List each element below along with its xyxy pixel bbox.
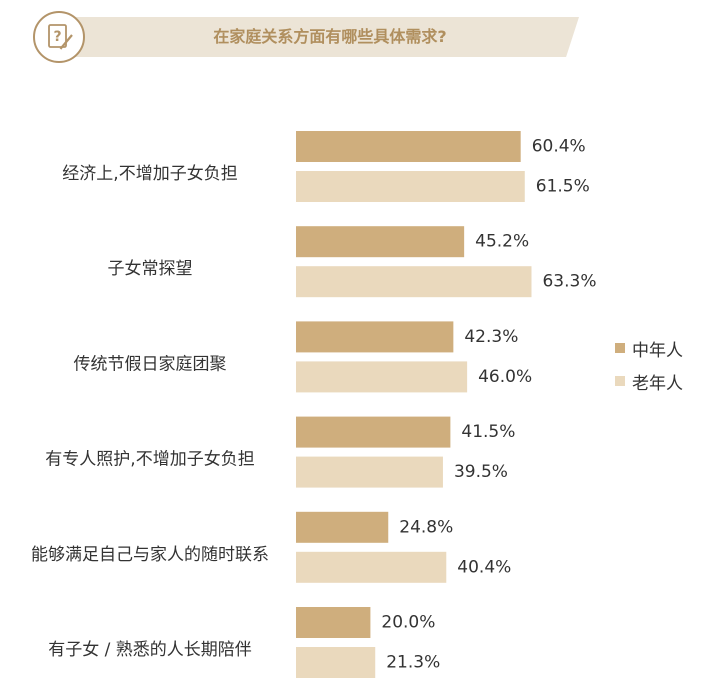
category-label: 能够满足自己与家人的随时联系	[31, 545, 269, 565]
data-label-middle-aged: 20.0%	[381, 613, 435, 633]
data-label-elderly: 63.3%	[542, 272, 596, 292]
data-label-middle-aged: 60.4%	[532, 137, 586, 157]
bar-middle-aged	[296, 416, 451, 448]
bar-middle-aged	[296, 321, 454, 353]
question-note-icon: ?	[33, 11, 85, 63]
bar-elderly	[296, 171, 525, 202]
chart-header: ? 在家庭关系方面有哪些具体需求?	[0, 0, 713, 80]
bar-middle-aged	[296, 511, 389, 543]
bar-middle-aged	[296, 226, 465, 258]
data-label-middle-aged: 42.3%	[464, 327, 518, 347]
data-label-middle-aged: 45.2%	[475, 232, 529, 252]
chart-title: 在家庭关系方面有哪些具体需求?	[213, 27, 447, 46]
legend-swatch-elderly	[615, 376, 625, 386]
header-band	[62, 17, 579, 57]
data-label-middle-aged: 24.8%	[399, 517, 453, 537]
svg-text:?: ?	[53, 29, 61, 45]
category-label: 传统节假日家庭团聚	[74, 354, 227, 374]
data-label-elderly: 39.5%	[454, 462, 508, 482]
data-label-elderly: 61.5%	[536, 177, 590, 197]
bar-elderly	[296, 647, 376, 678]
data-label-elderly: 21.3%	[386, 653, 440, 673]
category-label: 子女常探望	[108, 259, 193, 279]
data-label-elderly: 40.4%	[457, 557, 511, 577]
legend-item-elderly: 老年人	[615, 371, 683, 394]
category-label: 有子女 / 熟悉的人长期陪伴	[48, 639, 252, 660]
legend-label-middle-aged: 中年人	[632, 340, 683, 361]
category-label: 有专人照护,不增加子女负担	[45, 450, 254, 470]
legend: 中年人 老年人	[615, 338, 683, 404]
data-label-elderly: 46.0%	[478, 367, 532, 387]
bar-elderly	[296, 551, 447, 583]
legend-label-elderly: 老年人	[632, 373, 683, 394]
bar-elderly	[296, 266, 532, 298]
legend-item-middle-aged: 中年人	[615, 338, 683, 361]
data-label-middle-aged: 41.5%	[461, 422, 515, 442]
bar-middle-aged	[296, 131, 521, 162]
category-label: 经济上,不增加子女负担	[62, 164, 237, 184]
legend-swatch-middle-aged	[615, 343, 625, 353]
bar-middle-aged	[296, 607, 371, 638]
bar-elderly	[296, 456, 443, 488]
bar-elderly	[296, 361, 468, 393]
